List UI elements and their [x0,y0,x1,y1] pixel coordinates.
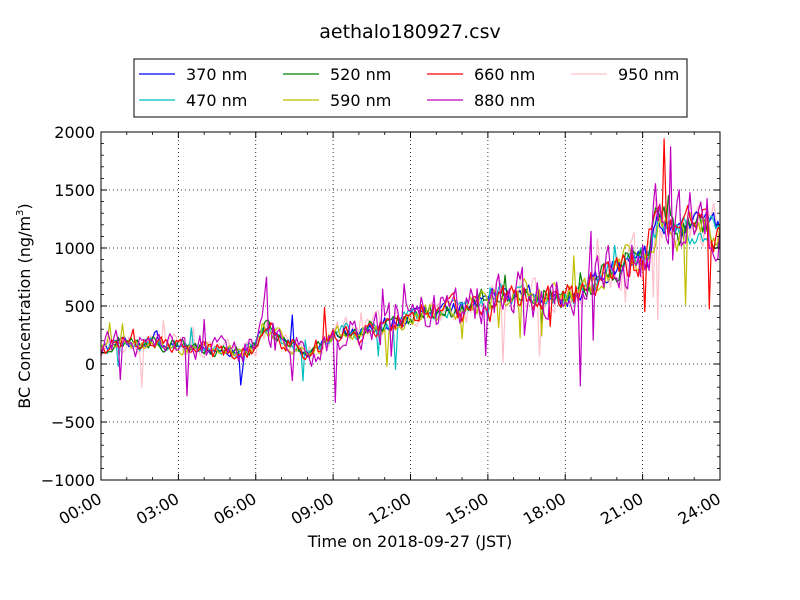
legend-label: 470 nm [186,91,247,110]
legend-label: 660 nm [474,65,535,84]
y-tick-label: 2000 [54,123,95,142]
legend-label: 370 nm [186,65,247,84]
x-axis-label: Time on 2018-09-27 (JST) [307,532,512,551]
y-tick-labels: −1000 −500 0 500 1000 1500 2000 [41,123,95,490]
legend: 370 nm 470 nm 520 nm 590 nm 660 nm 880 nm 950 … [133,58,688,118]
series-line-660-nm [101,138,720,361]
y-tick-label: −500 [51,413,95,432]
series-line-880-nm [101,146,720,403]
legend-label: 950 nm [618,65,679,84]
y-tick-label: 0 [85,355,95,374]
legend-entries: 370 nm 470 nm 520 nm 590 nm 660 nm 880 nm 950 … [139,65,679,110]
series-line-470-nm [101,213,720,382]
series-layer [101,138,720,403]
chart-title: aethalo180927.csv [319,21,501,43]
y-tick-label: −1000 [41,471,95,490]
plot-area [101,132,720,480]
legend-box [133,58,688,118]
legend-label: 520 nm [330,65,391,84]
y-axis-label-close: ) [15,203,34,209]
y-tick-label: 500 [64,297,95,316]
series-line-590-nm [101,208,720,367]
y-axis-label-main: BC Concentration (ng/m [15,216,34,409]
y-axis-label-sup: 3 [15,210,26,216]
y-tick-label: 1000 [54,239,95,258]
series-line-520-nm [101,195,720,360]
y-axis-label: BC Concentration (ng/m3) [15,203,34,408]
plot-frame [100,131,721,481]
y-tick-label: 1500 [54,181,95,200]
legend-label: 880 nm [474,91,535,110]
legend-label: 590 nm [330,91,391,110]
